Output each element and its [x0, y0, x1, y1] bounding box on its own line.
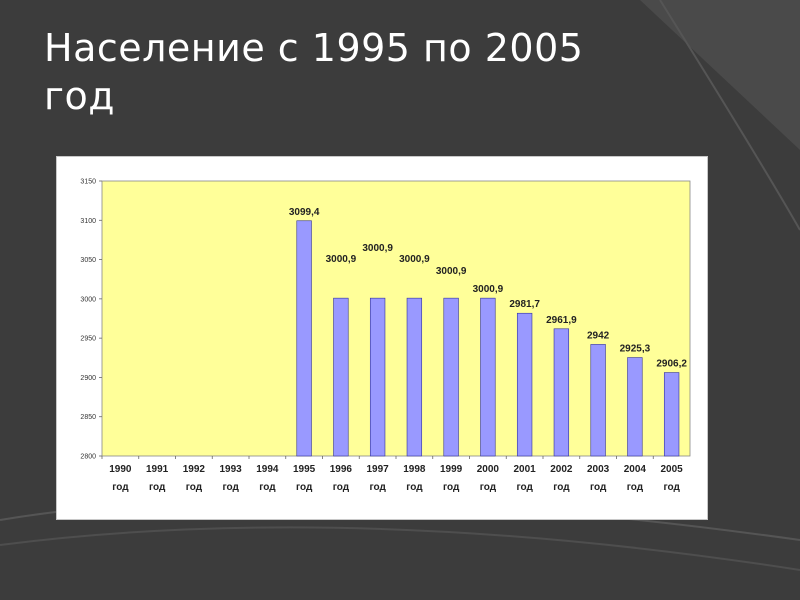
x-tick-label: 2004 [624, 464, 647, 475]
data-label: 3000,9 [473, 284, 504, 295]
bar [590, 344, 606, 457]
x-tick-label: 2000 [477, 464, 500, 475]
bar-chart: 3150 3100 3050 3000 2950 2900 2850 2800 1990 год 1… [80, 179, 691, 493]
x-tick-label: 1993 [220, 464, 243, 475]
x-tick-label: год [296, 482, 313, 493]
x-tick-label: год [480, 482, 497, 493]
x-tick-label: 1992 [183, 464, 206, 475]
y-tick-label: 2950 [80, 336, 96, 343]
x-tick-label: год [149, 482, 166, 493]
x-tick-label: год [516, 482, 533, 493]
x-tick-label: 1994 [256, 464, 279, 475]
x-tick-label: 1998 [403, 464, 426, 475]
data-label: 3000,9 [399, 254, 430, 265]
data-label: 2961,9 [546, 315, 577, 326]
bar [369, 297, 386, 457]
y-tick-label: 3100 [80, 218, 96, 225]
data-label: 3000,9 [436, 266, 467, 277]
x-tick-label: 2001 [514, 464, 537, 475]
x-tick-label: год [443, 482, 460, 493]
y-tick-label: 2850 [80, 414, 96, 421]
x-tick-label: год [112, 482, 129, 493]
bar [663, 372, 680, 457]
x-tick-label: 1995 [293, 464, 316, 475]
x-tick-label: 1997 [367, 464, 390, 475]
x-tick-label: год [590, 482, 607, 493]
y-tick-label: 3150 [80, 179, 96, 186]
y-tick-label: 2800 [80, 454, 96, 461]
data-label: 2942 [587, 330, 610, 341]
bar [480, 297, 496, 457]
x-tick-label: 1996 [330, 464, 353, 475]
data-label: 2981,7 [509, 299, 540, 310]
x-tick-label: год [627, 482, 644, 493]
data-label: 2925,3 [620, 344, 651, 355]
bar [406, 297, 423, 457]
bar [333, 297, 349, 457]
bar [553, 328, 570, 457]
slide-title: Население с 1995 по 2005 год [44, 26, 584, 118]
y-tick-label: 2900 [80, 375, 96, 382]
x-tick-label: 2003 [587, 464, 610, 475]
bar [516, 312, 533, 457]
x-tick-label: год [406, 482, 423, 493]
data-label: 3000,9 [362, 243, 393, 254]
bar [627, 357, 643, 457]
x-tick-label: год [222, 482, 239, 493]
y-tick-label: 3000 [80, 296, 96, 303]
chart-container: 3150 3100 3050 3000 2950 2900 2850 2800 1990 год 1… [56, 156, 708, 520]
bar [443, 297, 459, 457]
x-tick-label: год [186, 482, 203, 493]
x-tick-label: год [369, 482, 386, 493]
x-tick-label: год [553, 482, 570, 493]
x-tick-label: 1999 [440, 464, 463, 475]
y-tick-label: 3050 [80, 257, 96, 264]
x-tick-label: 2002 [550, 464, 573, 475]
data-label: 3099,4 [289, 207, 320, 218]
bar [296, 220, 312, 457]
data-label: 2906,2 [656, 359, 687, 370]
x-tick-label: год [259, 482, 276, 493]
x-tick-label: год [663, 482, 680, 493]
x-tick-label: 2005 [661, 464, 684, 475]
x-tick-label: год [333, 482, 350, 493]
x-tick-label: 1991 [146, 464, 169, 475]
x-tick-label: 1990 [109, 464, 132, 475]
data-label: 3000,9 [326, 254, 357, 265]
